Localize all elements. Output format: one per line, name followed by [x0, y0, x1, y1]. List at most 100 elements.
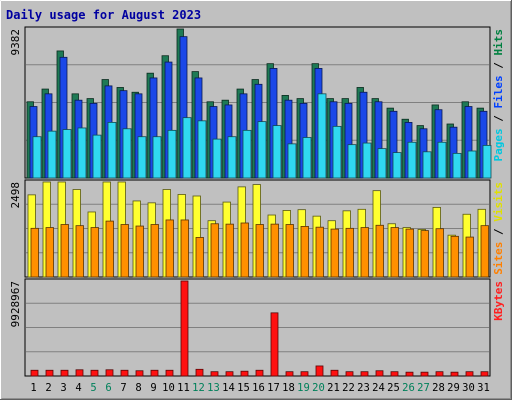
bar-sites — [75, 225, 84, 278]
x-tick-label: 8 — [135, 382, 141, 394]
bar-sites — [270, 223, 279, 278]
x-tick-label: 5 — [90, 382, 96, 394]
x-tick-label: 14 — [222, 382, 235, 394]
x-tick-label: 23 — [357, 382, 370, 394]
x-tick-label: 1 — [30, 382, 36, 394]
x-axis-labels: 1 2 3 4 5 6 7 8 9 10 11 12 13 14 15 16 17 18 19 20 21 22 23 24 2… — [30, 382, 489, 394]
x-tick-label: 22 — [342, 382, 355, 394]
bar-sites — [30, 227, 39, 278]
bar-sites — [165, 219, 174, 278]
x-tick-label: 15 — [237, 382, 250, 394]
bar-kbytes — [240, 370, 249, 377]
bar-pages — [152, 136, 162, 179]
bar-kbytes — [120, 369, 129, 377]
bar-sites — [60, 224, 69, 278]
legend-item: Files — [492, 75, 505, 108]
bar-sites — [180, 219, 189, 278]
bar-sites — [195, 237, 204, 278]
bar-pages — [287, 143, 297, 179]
bar-pages — [242, 129, 252, 179]
bar-pages — [407, 141, 417, 179]
bar-sites — [135, 225, 144, 278]
x-tick-label: 19 — [297, 382, 310, 394]
panel-hits-files-pages: 9382 Pages / Files / Hits — [9, 26, 505, 179]
bar-pages — [47, 130, 57, 179]
x-tick-label: 9 — [150, 382, 156, 394]
bar-sites — [255, 224, 264, 278]
x-tick-label: 3 — [60, 382, 66, 394]
x-tick-label: 29 — [447, 382, 460, 394]
bar-kbytes — [345, 371, 354, 377]
bar-sites — [240, 222, 249, 278]
bar-kbytes — [30, 369, 39, 377]
bar-kbytes — [255, 369, 264, 377]
x-tick-label: 6 — [105, 382, 111, 394]
bar-sites — [450, 235, 459, 278]
bar-kbytes — [315, 365, 324, 377]
bar-kbytes — [60, 369, 69, 377]
bar-pages — [347, 144, 357, 179]
bar-sites — [285, 224, 294, 278]
y-max-label: 2498 — [9, 182, 22, 209]
bar-sites — [480, 225, 489, 278]
bar-kbytes — [150, 369, 159, 377]
x-tick-label: 12 — [192, 382, 205, 394]
panel-visits-sites: 2498 Sites / Visits — [9, 179, 505, 278]
bar-pages — [227, 136, 237, 179]
x-tick-label: 28 — [432, 382, 445, 394]
bar-kbytes — [90, 369, 99, 377]
x-tick-label: 10 — [162, 382, 175, 394]
bar-pages — [62, 129, 72, 179]
bar-pages — [77, 127, 87, 179]
bar-kbytes — [225, 371, 234, 377]
x-tick-label: 21 — [327, 382, 340, 394]
bar-sites — [315, 226, 324, 278]
legend-item: Visits — [492, 182, 505, 222]
bar-sites — [420, 230, 429, 278]
series-pages — [32, 93, 492, 179]
bar-pages — [362, 142, 372, 179]
x-tick-label: 24 — [372, 382, 385, 394]
bar-sites — [45, 227, 54, 278]
bar-sites — [120, 224, 129, 278]
bar-pages — [392, 152, 402, 179]
x-tick-label: 13 — [207, 382, 220, 394]
bar-pages — [32, 136, 42, 179]
bar-kbytes — [375, 370, 384, 377]
bar-sites — [105, 220, 114, 278]
bar-kbytes — [195, 368, 204, 377]
x-tick-label: 16 — [252, 382, 265, 394]
bar-pages — [167, 129, 177, 179]
bar-pages — [107, 122, 117, 179]
x-tick-label: 27 — [417, 382, 430, 394]
bar-pages — [482, 145, 492, 179]
bar-pages — [212, 138, 222, 179]
bar-pages — [437, 141, 447, 179]
bar-kbytes — [270, 312, 279, 377]
bar-sites — [90, 227, 99, 278]
x-tick-label: 26 — [402, 382, 415, 394]
bar-pages — [197, 120, 207, 179]
bar-sites — [405, 228, 414, 278]
x-tick-label: 25 — [387, 382, 400, 394]
bar-kbytes — [165, 369, 174, 377]
bar-pages — [422, 151, 432, 179]
bar-sites — [435, 228, 444, 278]
bar-kbytes — [390, 371, 399, 377]
bar-sites — [345, 227, 354, 278]
bar-sites — [225, 223, 234, 278]
x-tick-label: 18 — [282, 382, 295, 394]
legend-kbytes: KBytes — [492, 281, 505, 321]
legend-hits-files-pages: Pages / Files / Hits — [492, 29, 505, 162]
bar-pages — [122, 128, 132, 179]
y-max-label: 9928967 — [9, 281, 22, 327]
bar-sites — [330, 228, 339, 278]
bar-sites — [150, 224, 159, 278]
bar-kbytes — [480, 371, 489, 377]
series-sites — [30, 219, 489, 278]
bar-pages — [317, 93, 327, 179]
bar-pages — [467, 150, 477, 179]
bar-kbytes — [45, 369, 54, 377]
bar-pages — [257, 121, 267, 179]
